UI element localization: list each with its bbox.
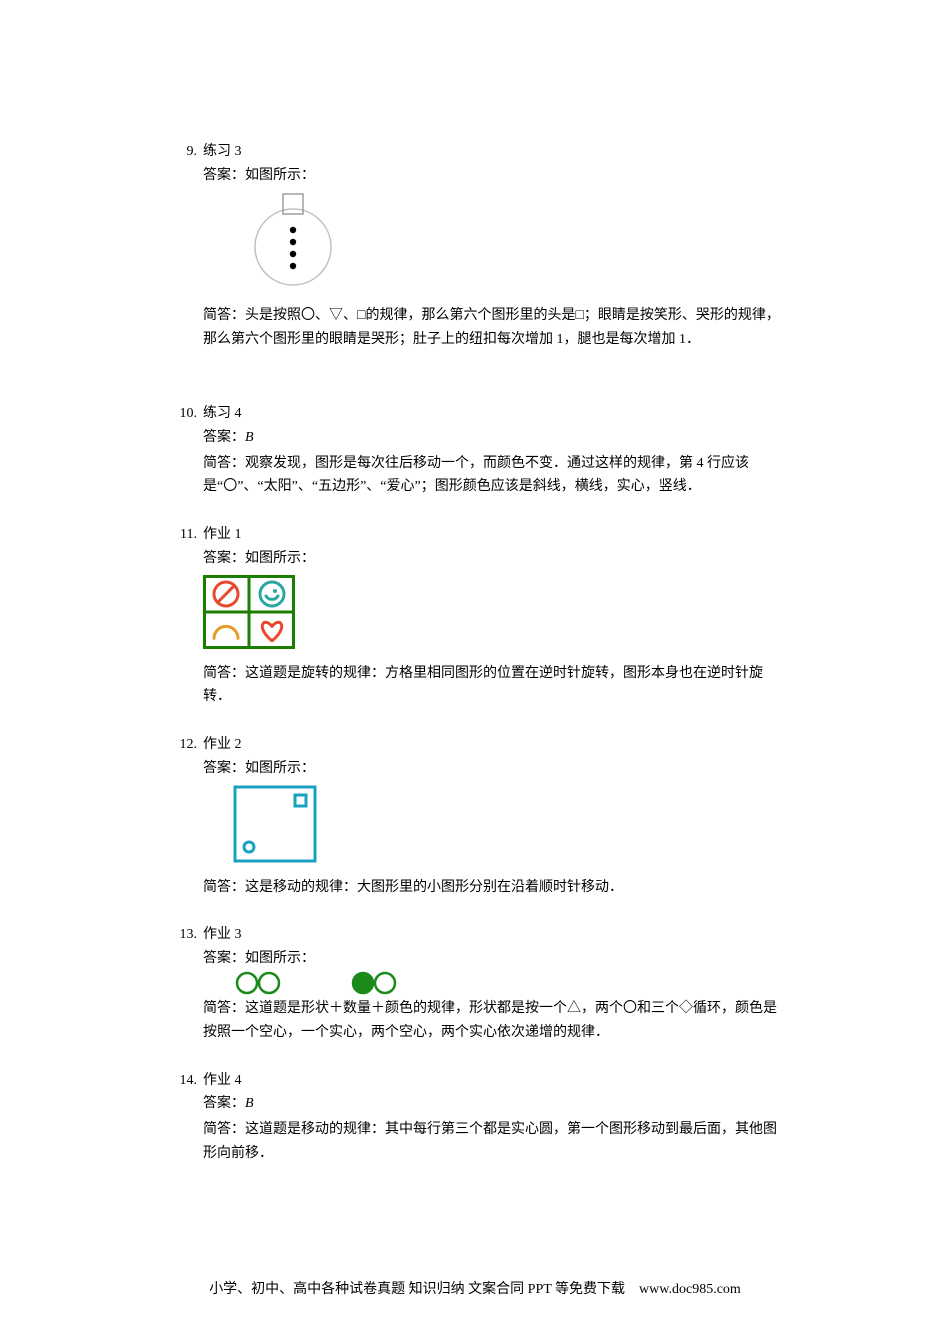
item-12: 12. 作业 2 答案：如图所示： 简答：这是移动的规律：大图形里的小图形分别在… bbox=[165, 733, 785, 899]
item-number: 9. bbox=[165, 140, 203, 352]
item-number: 10. bbox=[165, 402, 203, 499]
answer-value: B bbox=[245, 1096, 254, 1111]
answer-prefix: 答案： bbox=[203, 430, 245, 445]
figure-9 bbox=[243, 192, 785, 301]
page: 9. 练习 3 答案：如图所示： 简答：头是按照〇、▽、□的规律，那么第六个图形… bbox=[0, 0, 950, 1344]
item-explanation: 简答：观察发现，图形是每次往后移动一个，而颜色不变．通过这样的规律，第 4 行应… bbox=[203, 452, 785, 500]
item-number: 14. bbox=[165, 1069, 203, 1166]
page-footer: 小学、初中、高中各种试卷真题 知识归纳 文案合同 PPT 等免费下载 www.d… bbox=[0, 1278, 950, 1302]
item-title: 练习 3 bbox=[203, 140, 785, 164]
figure-13b-svg bbox=[351, 971, 397, 995]
item-title: 作业 4 bbox=[203, 1069, 785, 1093]
item-explanation: 简答：这道题是形状＋数量＋颜色的规律，形状都是按一个△，两个〇和三个◇循环，颜色… bbox=[203, 997, 785, 1045]
item-number: 13. bbox=[165, 923, 203, 1044]
answer-prefix: 答案： bbox=[203, 1096, 245, 1111]
item-9: 9. 练习 3 答案：如图所示： 简答：头是按照〇、▽、□的规律，那么第六个图形… bbox=[165, 140, 785, 352]
figure-12 bbox=[233, 785, 785, 872]
item-body: 练习 4 答案：B 简答：观察发现，图形是每次往后移动一个，而颜色不变．通过这样… bbox=[203, 402, 785, 499]
item-answer: 答案：B bbox=[203, 1092, 785, 1116]
item-body: 作业 3 答案：如图所示： 简答：这道题是形状＋数量＋颜色的规律，形状都是按一个… bbox=[203, 923, 785, 1044]
answer-value: B bbox=[245, 430, 254, 445]
figure-12-svg bbox=[233, 785, 317, 863]
item-11: 11. 作业 1 答案：如图所示： 简答：这道题是旋转的规律：方格里相同图形的位… bbox=[165, 523, 785, 709]
item-body: 作业 4 答案：B 简答：这道题是移动的规律：其中每行第三个都是实心圆，第一个图… bbox=[203, 1069, 785, 1166]
item-number: 11. bbox=[165, 523, 203, 709]
item-answer: 答案：B bbox=[203, 426, 785, 450]
item-answer: 答案：如图所示： bbox=[203, 757, 785, 781]
item-body: 作业 2 答案：如图所示： 简答：这是移动的规律：大图形里的小图形分别在沿着顺时… bbox=[203, 733, 785, 899]
item-title: 作业 1 bbox=[203, 523, 785, 547]
item-explanation: 简答：头是按照〇、▽、□的规律，那么第六个图形里的头是□；眼睛是按笑形、哭形的规… bbox=[203, 304, 785, 352]
item-body: 练习 3 答案：如图所示： 简答：头是按照〇、▽、□的规律，那么第六个图形里的头… bbox=[203, 140, 785, 352]
figure-13 bbox=[235, 971, 785, 995]
figure-11-svg bbox=[203, 575, 295, 649]
item-explanation: 简答：这是移动的规律：大图形里的小图形分别在沿着顺时针移动． bbox=[203, 876, 785, 900]
item-title: 练习 4 bbox=[203, 402, 785, 426]
figure-13a-svg bbox=[235, 971, 281, 995]
figure-9-svg bbox=[243, 192, 333, 292]
figure-11 bbox=[203, 575, 785, 658]
item-number: 12. bbox=[165, 733, 203, 899]
item-explanation: 简答：这道题是旋转的规律：方格里相同图形的位置在逆时针旋转，图形本身也在逆时针旋… bbox=[203, 662, 785, 710]
item-body: 作业 1 答案：如图所示： 简答：这道题是旋转的规律：方格里相同图形的位置在逆时… bbox=[203, 523, 785, 709]
item-answer: 答案：如图所示： bbox=[203, 164, 785, 188]
item-13: 13. 作业 3 答案：如图所示： 简答：这道题是形状＋数量＋颜色的规律，形状都… bbox=[165, 923, 785, 1044]
item-answer: 答案：如图所示： bbox=[203, 547, 785, 571]
item-answer: 答案：如图所示： bbox=[203, 947, 785, 971]
item-14: 14. 作业 4 答案：B 简答：这道题是移动的规律：其中每行第三个都是实心圆，… bbox=[165, 1069, 785, 1166]
item-title: 作业 3 bbox=[203, 923, 785, 947]
item-explanation: 简答：这道题是移动的规律：其中每行第三个都是实心圆，第一个图形移动到最后面，其他… bbox=[203, 1118, 785, 1166]
item-10: 10. 练习 4 答案：B 简答：观察发现，图形是每次往后移动一个，而颜色不变．… bbox=[165, 402, 785, 499]
item-title: 作业 2 bbox=[203, 733, 785, 757]
